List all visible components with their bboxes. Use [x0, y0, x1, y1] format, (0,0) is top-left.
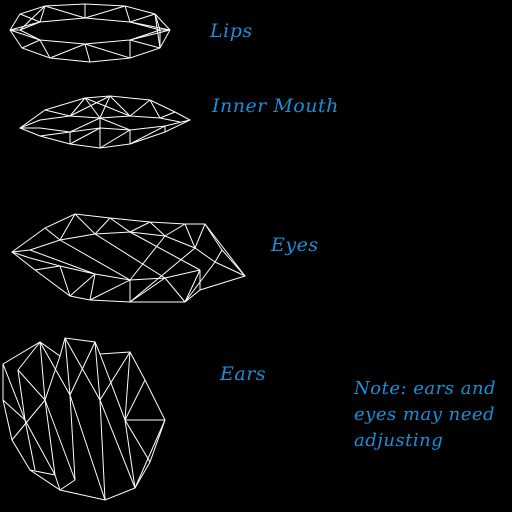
note-line-2: eyes may need [354, 404, 496, 425]
note-line-3: adjusting [354, 430, 444, 451]
lips-label: Lips [210, 20, 253, 42]
eyes-label: Eyes [271, 234, 319, 256]
ears-label: Ears [220, 363, 267, 385]
note-line-1: Note: ears and [354, 378, 497, 399]
adjustment-note: Note: ears and eyes may need adjusting [354, 376, 510, 454]
inner-mouth-label: Inner Mouth [212, 95, 339, 117]
